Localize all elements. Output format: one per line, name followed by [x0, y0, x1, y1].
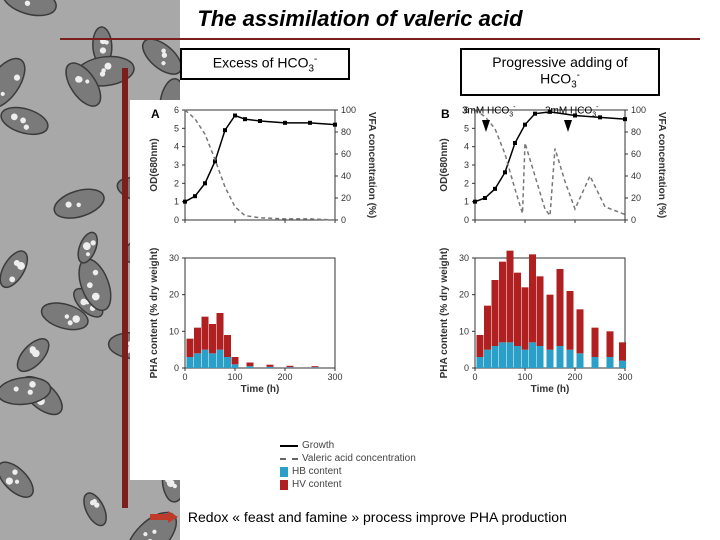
annotation-hco3-2: 3mM HCO3- — [545, 104, 598, 118]
svg-text:OD(680nm): OD(680nm) — [149, 138, 160, 191]
svg-text:4: 4 — [174, 142, 179, 152]
svg-text:200: 200 — [277, 372, 292, 382]
svg-text:300: 300 — [617, 372, 632, 382]
svg-text:20: 20 — [169, 290, 179, 300]
svg-text:6: 6 — [174, 105, 179, 115]
svg-text:10: 10 — [169, 326, 179, 336]
svg-text:3: 3 — [174, 160, 179, 170]
svg-text:PHA content (% dry weight): PHA content (% dry weight) — [439, 248, 450, 379]
svg-text:100: 100 — [631, 105, 646, 115]
svg-text:1: 1 — [464, 197, 469, 207]
svg-text:2: 2 — [464, 178, 469, 188]
svg-text:Time (h): Time (h) — [531, 384, 570, 395]
annotation-arrow-1 — [482, 120, 490, 132]
svg-text:5: 5 — [464, 123, 469, 133]
svg-text:300: 300 — [327, 372, 342, 382]
svg-text:0: 0 — [174, 363, 179, 373]
footer-arrow-icon — [150, 510, 178, 526]
svg-text:OD(680nm): OD(680nm) — [439, 138, 450, 191]
footer-text: Redox « feast and famine » process impro… — [188, 509, 567, 525]
charts-svg: 0123456OD(680nm)020406080100VFA concentr… — [130, 100, 710, 440]
svg-text:0: 0 — [464, 215, 469, 225]
condition-b-box: Progressive adding of HCO3- — [460, 48, 660, 96]
svg-text:VFA concentration (%): VFA concentration (%) — [366, 112, 377, 218]
svg-text:5: 5 — [174, 123, 179, 133]
slide-title: The assimilation of valeric acid — [197, 6, 522, 31]
annotation-hco3-1: 3mM HCO3- — [462, 104, 515, 118]
svg-text:0: 0 — [464, 363, 469, 373]
svg-text:200: 200 — [567, 372, 582, 382]
svg-text:10: 10 — [459, 326, 469, 336]
svg-text:80: 80 — [341, 127, 351, 137]
svg-text:PHA content (% dry weight): PHA content (% dry weight) — [149, 248, 160, 379]
svg-text:3: 3 — [464, 160, 469, 170]
svg-text:Time (h): Time (h) — [241, 384, 280, 395]
svg-text:60: 60 — [631, 149, 641, 159]
svg-text:30: 30 — [169, 253, 179, 263]
svg-text:4: 4 — [464, 142, 469, 152]
svg-text:2: 2 — [174, 178, 179, 188]
svg-text:A: A — [151, 107, 160, 121]
svg-text:0: 0 — [472, 372, 477, 382]
svg-text:40: 40 — [631, 171, 641, 181]
svg-text:80: 80 — [631, 127, 641, 137]
slide: The assimilation of valeric acid Excess … — [0, 0, 720, 540]
title-underline — [60, 38, 700, 40]
accent-bar — [122, 68, 128, 508]
svg-text:60: 60 — [341, 149, 351, 159]
svg-text:0: 0 — [341, 215, 346, 225]
svg-text:VFA concentration (%): VFA concentration (%) — [656, 112, 667, 218]
svg-text:100: 100 — [517, 372, 532, 382]
condition-a-box: Excess of HCO3- — [180, 48, 350, 80]
svg-text:20: 20 — [459, 290, 469, 300]
svg-text:0: 0 — [182, 372, 187, 382]
chart-area: 0123456OD(680nm)020406080100VFA concentr… — [130, 100, 710, 480]
svg-text:0: 0 — [631, 215, 636, 225]
footer: Redox « feast and famine » process impro… — [150, 509, 710, 526]
legend: GrowthValeric acid concentrationHB conte… — [280, 440, 416, 492]
annotation-arrow-2 — [564, 120, 572, 132]
svg-text:20: 20 — [341, 193, 351, 203]
title-area: The assimilation of valeric acid — [0, 6, 720, 32]
svg-text:0: 0 — [174, 215, 179, 225]
svg-text:20: 20 — [631, 193, 641, 203]
svg-text:B: B — [441, 107, 450, 121]
svg-text:1: 1 — [174, 197, 179, 207]
svg-text:100: 100 — [341, 105, 356, 115]
svg-text:40: 40 — [341, 171, 351, 181]
svg-text:100: 100 — [227, 372, 242, 382]
svg-text:30: 30 — [459, 253, 469, 263]
